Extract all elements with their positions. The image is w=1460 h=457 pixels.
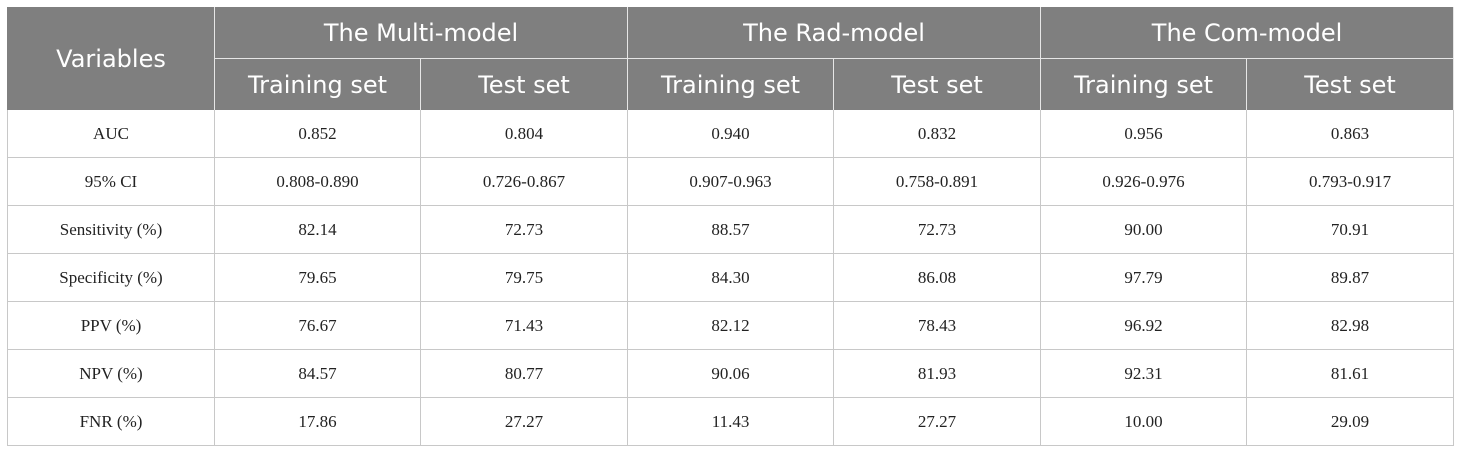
- table-cell: 72.73: [833, 205, 1042, 254]
- subheader-com-test: Test set: [1246, 58, 1455, 110]
- table-cell: 81.61: [1246, 349, 1455, 398]
- table-cell: 17.86: [214, 397, 421, 446]
- results-table-container: Variables The Multi-model The Rad-model …: [7, 7, 1455, 446]
- table-cell: 11.43: [627, 397, 835, 446]
- table-cell: 82.14: [214, 205, 421, 254]
- table-header: Variables The Multi-model The Rad-model …: [7, 7, 1455, 110]
- table-cell: 27.27: [833, 397, 1042, 446]
- table-cell: 86.08: [833, 253, 1042, 302]
- table-cell: 78.43: [833, 301, 1042, 350]
- table-cell: 82.12: [627, 301, 835, 350]
- table-cell: 88.57: [627, 205, 835, 254]
- subheader-rad-test: Test set: [833, 58, 1042, 110]
- variables-header: Variables: [7, 7, 215, 110]
- group-header-com-model: The Com-model: [1040, 7, 1455, 59]
- table-cell: 92.31: [1040, 349, 1248, 398]
- table-cell: 84.30: [627, 253, 835, 302]
- table-cell: 76.67: [214, 301, 421, 350]
- subheader-multi-training: Training set: [214, 58, 421, 110]
- table-cell: 0.758-0.891: [833, 157, 1042, 206]
- group-header-rad-model: The Rad-model: [627, 7, 1042, 59]
- table-cell: 0.926-0.976: [1040, 157, 1248, 206]
- table-cell: 10.00: [1040, 397, 1248, 446]
- table-row: FNR (%) 17.86 27.27 11.43 27.27 10.00 29…: [7, 397, 1455, 446]
- table-row: 95% CI 0.808-0.890 0.726-0.867 0.907-0.9…: [7, 157, 1455, 206]
- table-cell: 0.852: [214, 110, 421, 158]
- table-cell: 82.98: [1246, 301, 1455, 350]
- table-cell: 72.73: [419, 205, 629, 254]
- row-variable: Specificity (%): [7, 253, 215, 302]
- row-variable: Sensitivity (%): [7, 205, 215, 254]
- subheader-multi-test: Test set: [419, 58, 629, 110]
- table-cell: 80.77: [419, 349, 629, 398]
- table-cell: 97.79: [1040, 253, 1248, 302]
- table-cell: 0.832: [833, 110, 1042, 158]
- table-cell: 0.726-0.867: [419, 157, 629, 206]
- table-cell: 70.91: [1246, 205, 1455, 254]
- row-variable: PPV (%): [7, 301, 215, 350]
- table-row: AUC 0.852 0.804 0.940 0.832 0.956 0.863: [7, 110, 1455, 158]
- table-cell: 90.00: [1040, 205, 1248, 254]
- model-performance-table: Variables The Multi-model The Rad-model …: [7, 7, 1455, 446]
- table-cell: 0.907-0.963: [627, 157, 835, 206]
- table-cell: 79.75: [419, 253, 629, 302]
- table-cell: 84.57: [214, 349, 421, 398]
- table-row: Specificity (%) 79.65 79.75 84.30 86.08 …: [7, 253, 1455, 302]
- table-cell: 89.87: [1246, 253, 1455, 302]
- table-cell: 79.65: [214, 253, 421, 302]
- table-cell: 71.43: [419, 301, 629, 350]
- table-cell: 81.93: [833, 349, 1042, 398]
- table-cell: 29.09: [1246, 397, 1455, 446]
- table-cell: 27.27: [419, 397, 629, 446]
- row-variable: NPV (%): [7, 349, 215, 398]
- table-row: PPV (%) 76.67 71.43 82.12 78.43 96.92 82…: [7, 301, 1455, 350]
- row-variable: AUC: [7, 110, 215, 158]
- header-group-row: Variables The Multi-model The Rad-model …: [7, 7, 1455, 110]
- row-variable: 95% CI: [7, 157, 215, 206]
- table-cell: 0.793-0.917: [1246, 157, 1455, 206]
- table-cell: 90.06: [627, 349, 835, 398]
- group-header-multi-model: The Multi-model: [213, 7, 629, 59]
- table-row: Sensitivity (%) 82.14 72.73 88.57 72.73 …: [7, 205, 1455, 254]
- header-subcolumn-row: Training set Test set Training set Test …: [8, 58, 1455, 110]
- table-body: AUC 0.852 0.804 0.940 0.832 0.956 0.863 …: [7, 110, 1455, 446]
- row-variable: FNR (%): [7, 397, 215, 446]
- table-cell: 0.804: [419, 110, 629, 158]
- table-cell: 0.863: [1246, 110, 1455, 158]
- table-cell: 96.92: [1040, 301, 1248, 350]
- subheader-rad-training: Training set: [627, 58, 835, 110]
- table-cell: 0.956: [1040, 110, 1248, 158]
- table-row: NPV (%) 84.57 80.77 90.06 81.93 92.31 81…: [7, 349, 1455, 398]
- subheader-com-training: Training set: [1040, 58, 1248, 110]
- table-cell: 0.940: [627, 110, 835, 158]
- table-cell: 0.808-0.890: [214, 157, 421, 206]
